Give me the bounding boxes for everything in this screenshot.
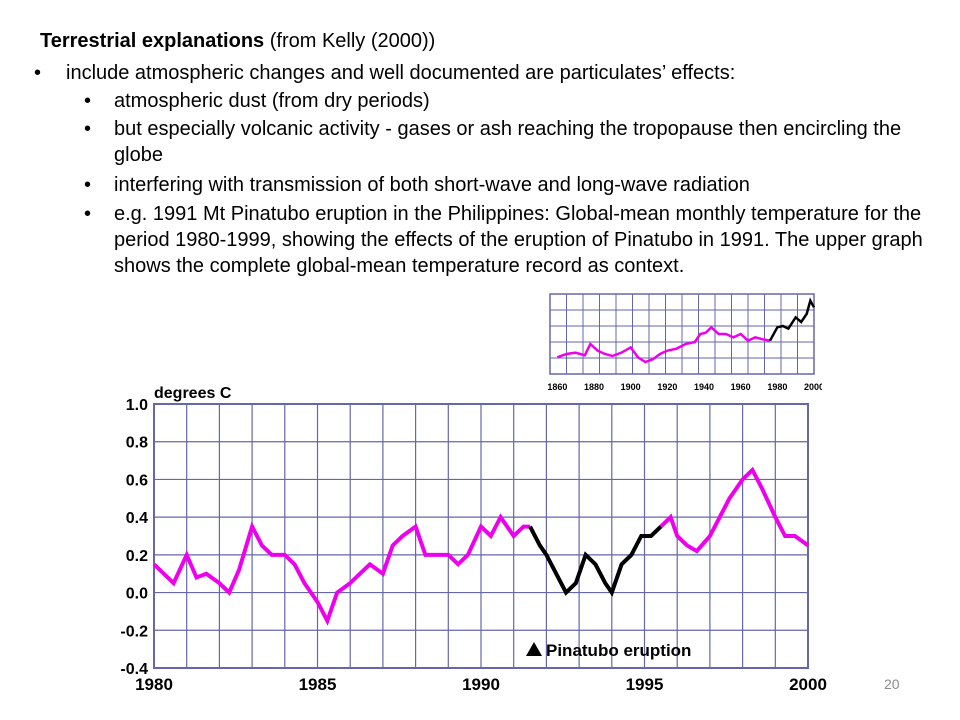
chart-x-tick: 1985 (299, 675, 337, 694)
chart-y-tick: 0.0 (126, 586, 148, 603)
heading-rest: (from Kelly (2000)) (264, 30, 436, 52)
small-chart-series-line (556, 325, 771, 364)
bullet-item: • e.g. 1991 Mt Pinatubo eruption in the … (84, 201, 924, 279)
small-chart-x-tick: 1920 (657, 382, 677, 392)
slide-heading: Terrestrial explanations (from Kelly (20… (40, 30, 435, 53)
bullet-dot: • (84, 203, 92, 225)
page-number: 20 (884, 676, 900, 692)
bullet-item: • but especially volcanic activity - gas… (84, 116, 934, 168)
chart-y-tick: 0.6 (126, 472, 148, 489)
bullet-text: but especially volcanic activity - gases… (114, 118, 902, 166)
chart-y-tick: 0.4 (126, 510, 148, 527)
bullet-text: atmospheric dust (from dry periods) (114, 90, 430, 112)
bullet-item: • interfering with transmission of both … (84, 172, 934, 198)
bullet-dot: • (34, 62, 42, 84)
chart-x-tick: 2000 (789, 675, 827, 694)
pinatubo-marker-icon (526, 642, 542, 656)
bullet-item: • atmospheric dust (from dry periods) (84, 88, 934, 114)
bullet-dot: • (84, 118, 92, 140)
chart-x-tick: 1980 (135, 675, 173, 694)
bullet-text: include atmospheric changes and well doc… (66, 62, 736, 84)
chart-y-tick: 1.0 (126, 397, 148, 414)
small-chart-x-tick: 1860 (547, 382, 567, 392)
small-chart-x-tick: 1960 (731, 382, 751, 392)
small-chart-x-tick: 1940 (694, 382, 714, 392)
bullet-text: e.g. 1991 Mt Pinatubo eruption in the Ph… (114, 203, 923, 277)
small-chart-x-tick: 1880 (584, 382, 604, 392)
bullet-text: interfering with transmission of both sh… (114, 174, 750, 196)
chart-series-line (659, 466, 810, 554)
chart-y-tick: -0.4 (120, 661, 148, 678)
small-chart-x-tick: 1980 (767, 382, 787, 392)
small-chart-x-tick: 1900 (621, 382, 641, 392)
global-temperature-record-chart: 1860 1880 1900 1920 1940 1960 1980 2000 (547, 293, 822, 392)
small-chart-x-tick: 2000 (804, 382, 822, 392)
chart-series-line (152, 513, 531, 626)
bullet-item: • include atmospheric changes and well d… (34, 60, 946, 86)
heading-bold: Terrestrial explanations (40, 30, 265, 52)
small-chart-series-line (768, 297, 816, 342)
bullet-dot: • (84, 90, 92, 112)
chart-series-line (528, 525, 663, 597)
chart-y-tick: -0.2 (120, 623, 148, 640)
chart-y-tick: 0.8 (126, 435, 148, 452)
chart-annotation: Pinatubo eruption (546, 641, 691, 660)
chart-x-tick: 1990 (462, 675, 500, 694)
chart-y-axis-label: degrees C (154, 385, 232, 402)
bullet-dot: • (84, 174, 92, 196)
chart-x-tick: 1995 (626, 675, 664, 694)
chart-y-tick: 0.2 (126, 548, 148, 565)
